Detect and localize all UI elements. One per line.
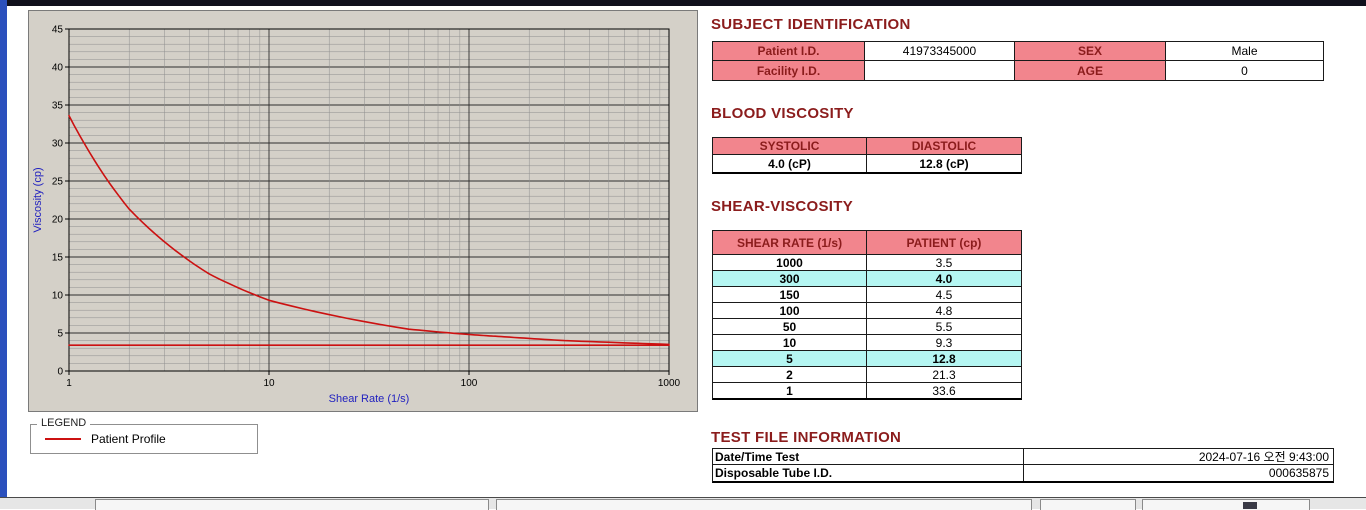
patient-profile-line-swatch bbox=[45, 438, 81, 440]
svg-text:15: 15 bbox=[52, 253, 64, 264]
table-row-highlighted: 300 4.0 bbox=[713, 270, 1021, 286]
systolic-header: SYSTOLIC bbox=[713, 138, 867, 155]
table-row: 4.0 (cP) 12.8 (cP) bbox=[713, 155, 1021, 172]
shear-viscosity-table: SHEAR RATE (1/s) PATIENT (cp) 1000 3.5 3… bbox=[712, 230, 1022, 400]
shear-rate-value: 1 bbox=[713, 382, 867, 398]
shear-rate-value: 50 bbox=[713, 318, 867, 334]
table-row-highlighted: 5 12.8 bbox=[713, 350, 1021, 366]
blood-viscosity-title: BLOOD VISCOSITY bbox=[711, 105, 854, 122]
test-file-information-title: TEST FILE INFORMATION bbox=[711, 429, 902, 446]
background-window-fragments bbox=[0, 497, 1366, 510]
window-fragment[interactable] bbox=[1040, 499, 1136, 510]
svg-text:20: 20 bbox=[52, 215, 64, 226]
svg-text:45: 45 bbox=[52, 25, 64, 36]
table-row: 10 9.3 bbox=[713, 334, 1021, 350]
shear-rate-value: 10 bbox=[713, 334, 867, 350]
shear-rate-header: SHEAR RATE (1/s) bbox=[713, 231, 867, 254]
diastolic-header: DIASTOLIC bbox=[867, 138, 1021, 155]
patient-viscosity-value: 3.5 bbox=[867, 254, 1021, 270]
facility-id-value bbox=[865, 61, 1015, 80]
patient-viscosity-value: 4.5 bbox=[867, 286, 1021, 302]
subject-identification-title: SUBJECT IDENTIFICATION bbox=[711, 16, 911, 33]
svg-text:Viscosity (cp): Viscosity (cp) bbox=[32, 167, 44, 232]
table-row: 150 4.5 bbox=[713, 286, 1021, 302]
sex-label: SEX bbox=[1015, 42, 1166, 61]
svg-text:Shear Rate (1/s): Shear Rate (1/s) bbox=[329, 393, 410, 405]
diastolic-value: 12.8 (cP) bbox=[919, 156, 969, 171]
table-row: Facility I.D. AGE 0 bbox=[713, 61, 1323, 80]
patient-viscosity-value: 21.3 bbox=[867, 366, 1021, 382]
svg-text:0: 0 bbox=[57, 367, 63, 378]
disposable-tube-id-value: 000635875 bbox=[1023, 465, 1333, 481]
svg-text:5: 5 bbox=[57, 329, 63, 340]
shear-rate-value: 150 bbox=[713, 286, 867, 302]
table-row: 100 4.8 bbox=[713, 302, 1021, 318]
patient-viscosity-value: 4.0 bbox=[867, 270, 1021, 286]
chart-legend: LEGEND Patient Profile bbox=[30, 417, 258, 454]
table-row: 50 5.5 bbox=[713, 318, 1021, 334]
patient-viscosity-value: 9.3 bbox=[867, 334, 1021, 350]
table-header-row: SYSTOLIC DIASTOLIC bbox=[713, 138, 1021, 155]
patient-viscosity-value: 33.6 bbox=[867, 382, 1021, 398]
patient-id-value: 41973345000 bbox=[865, 42, 1015, 61]
table-row: 1000 3.5 bbox=[713, 254, 1021, 270]
svg-text:10: 10 bbox=[52, 291, 64, 302]
shear-rate-value: 100 bbox=[713, 302, 867, 318]
shear-rate-value: 5 bbox=[713, 350, 867, 366]
svg-text:1000: 1000 bbox=[658, 378, 681, 389]
window-left-edge bbox=[0, 0, 7, 497]
table-row: Patient I.D. 41973345000 SEX Male bbox=[713, 42, 1323, 61]
svg-text:40: 40 bbox=[52, 63, 64, 74]
age-value: 0 bbox=[1241, 63, 1248, 78]
svg-text:25: 25 bbox=[52, 177, 64, 188]
table-header-row: SHEAR RATE (1/s) PATIENT (cp) bbox=[713, 231, 1021, 254]
svg-text:30: 30 bbox=[52, 139, 64, 150]
viscosity-chart-panel: 0 5 10 15 20 25 30 35 40 45 1 10 100 1000 Shear Rate (… bbox=[28, 10, 698, 412]
window-fragment[interactable] bbox=[496, 499, 1032, 510]
shear-rate-value: 1000 bbox=[713, 254, 867, 270]
svg-text:100: 100 bbox=[461, 378, 478, 389]
disposable-tube-id-label: Disposable Tube I.D. bbox=[715, 466, 833, 480]
patient-id-label: Patient I.D. bbox=[713, 42, 865, 61]
patient-viscosity-value: 12.8 bbox=[867, 350, 1021, 366]
date-time-test-value: 2024-07-16 오전 9:43:00 bbox=[1023, 449, 1333, 465]
svg-text:1: 1 bbox=[66, 378, 72, 389]
facility-id-label: Facility I.D. bbox=[713, 61, 865, 80]
shear-rate-value: 300 bbox=[713, 270, 867, 286]
patient-viscosity-value: 4.8 bbox=[867, 302, 1021, 318]
viscosity-chart: 0 5 10 15 20 25 30 35 40 45 1 10 100 1000 Shear Rate (… bbox=[32, 25, 681, 406]
window-top-edge bbox=[0, 0, 1366, 6]
test-file-information-table: Date/Time Test 2024-07-16 오전 9:43:00 Dis… bbox=[712, 448, 1334, 483]
table-row: 2 21.3 bbox=[713, 366, 1021, 382]
date-time-test-label: Date/Time Test bbox=[713, 449, 1023, 465]
shear-rate-value: 2 bbox=[713, 366, 867, 382]
blood-viscosity-table: SYSTOLIC DIASTOLIC 4.0 (cP) 12.8 (cP) bbox=[712, 137, 1022, 174]
subject-identification-table: Patient I.D. 41973345000 SEX Male Facili… bbox=[712, 41, 1324, 81]
table-row: Date/Time Test 2024-07-16 오전 9:43:00 bbox=[713, 449, 1333, 465]
legend-title: LEGEND bbox=[37, 417, 91, 429]
legend-item-label: Patient Profile bbox=[91, 432, 166, 446]
svg-text:35: 35 bbox=[52, 101, 64, 112]
patient-cp-header: PATIENT (cp) bbox=[867, 231, 1021, 254]
window-fragment[interactable] bbox=[95, 499, 489, 510]
window-fragment-icon bbox=[1243, 502, 1257, 509]
age-label: AGE bbox=[1015, 61, 1166, 80]
patient-viscosity-value: 5.5 bbox=[867, 318, 1021, 334]
svg-text:10: 10 bbox=[263, 378, 275, 389]
table-row: Disposable Tube I.D. 000635875 bbox=[713, 465, 1333, 481]
window-fragment[interactable] bbox=[1142, 499, 1310, 510]
systolic-value: 4.0 (cP) bbox=[713, 155, 867, 172]
shear-viscosity-title: SHEAR-VISCOSITY bbox=[711, 198, 854, 215]
table-row: 1 33.6 bbox=[713, 382, 1021, 398]
legend-item: Patient Profile bbox=[31, 425, 257, 453]
sex-value: Male bbox=[1166, 42, 1323, 61]
